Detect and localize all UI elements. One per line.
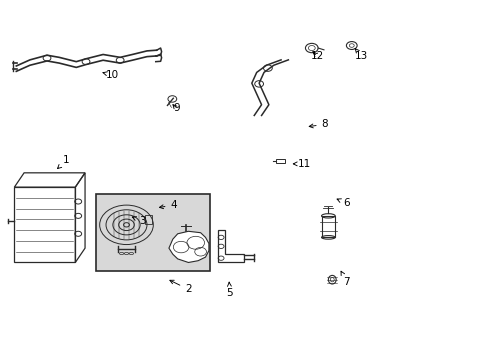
Text: 11: 11 bbox=[293, 159, 310, 169]
Text: 5: 5 bbox=[226, 282, 233, 298]
Text: 4: 4 bbox=[159, 200, 177, 210]
Text: 9: 9 bbox=[173, 103, 179, 113]
Text: 10: 10 bbox=[103, 70, 119, 80]
Text: 6: 6 bbox=[336, 198, 349, 208]
Text: 3: 3 bbox=[132, 216, 145, 226]
Text: 8: 8 bbox=[308, 120, 327, 129]
Text: 1: 1 bbox=[58, 155, 70, 168]
Polygon shape bbox=[168, 231, 208, 262]
Bar bbox=[276, 159, 285, 163]
Bar bbox=[144, 215, 152, 224]
Text: 7: 7 bbox=[340, 271, 349, 287]
Text: 2: 2 bbox=[169, 280, 191, 294]
Bar bbox=[321, 216, 334, 237]
Text: 13: 13 bbox=[354, 49, 367, 61]
Text: 12: 12 bbox=[310, 51, 324, 61]
Bar bbox=[96, 194, 210, 271]
